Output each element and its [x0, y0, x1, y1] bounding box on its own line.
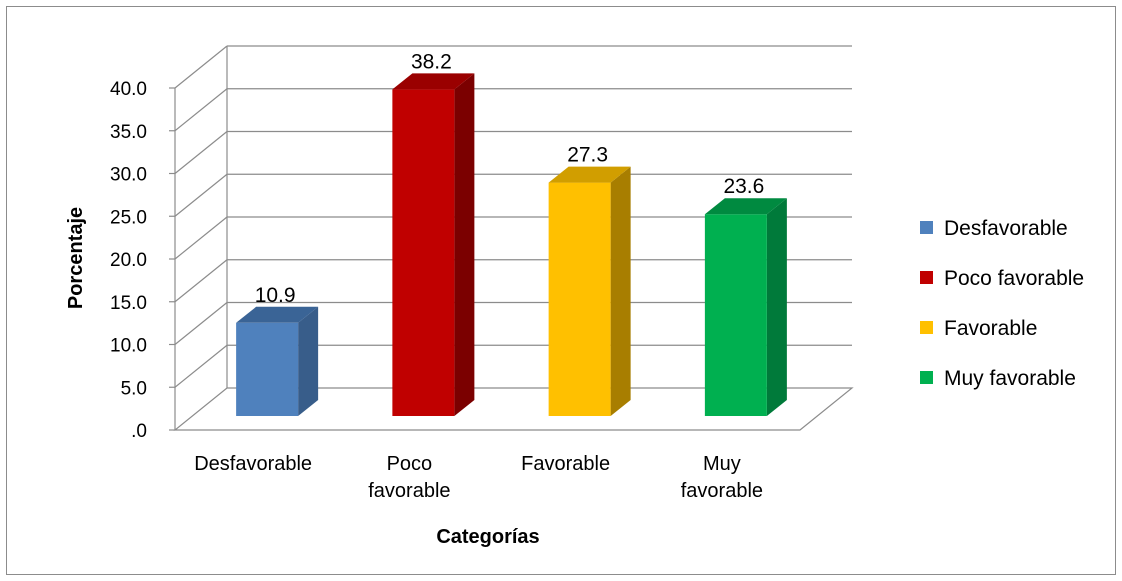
gridline-side	[174, 173, 228, 217]
bar-front	[548, 182, 611, 416]
bar-top	[236, 306, 319, 323]
gridline-side	[174, 131, 228, 174]
x-tick-labels: Desfavorable Poco favorable Favorable Muy fav…	[194, 453, 763, 502]
y-tick-label: 15.0	[110, 293, 147, 314]
bar-3	[548, 166, 631, 416]
x-tick-label: Favorable	[521, 453, 610, 475]
axes	[169, 87, 176, 431]
data-label: 27.3	[567, 144, 608, 167]
gridline-side	[174, 45, 228, 89]
bar-side	[454, 73, 475, 416]
bar-top	[392, 73, 475, 90]
legend-entry: Poco favorable	[944, 267, 1084, 290]
x-tick-label: favorable	[368, 480, 450, 502]
y-tick-labels: .0 5.0 10.0 15.0 20.0 25.0 30.0 35.0 40.0	[110, 79, 147, 442]
bar-front	[236, 322, 299, 416]
y-axis-title: Porcentaje	[65, 207, 87, 309]
y-tick-label: 30.0	[110, 165, 147, 186]
legend-entry: Desfavorable	[944, 217, 1068, 240]
gridline-side	[174, 216, 228, 260]
gridline-side	[174, 259, 228, 303]
data-label: 10.9	[255, 284, 296, 307]
legend-swatch	[920, 271, 933, 284]
y-tick-label: .0	[131, 421, 147, 442]
bar-2	[392, 73, 475, 416]
x-tick-label: Muy	[703, 453, 741, 475]
bar-side	[610, 166, 631, 416]
bar-1	[236, 306, 319, 416]
floor	[173, 387, 854, 431]
y-tick-label: 40.0	[110, 79, 147, 100]
bar-top	[548, 166, 631, 183]
bars	[236, 73, 787, 416]
bar-front	[392, 89, 455, 416]
legend-swatch	[920, 321, 933, 334]
bar-side	[298, 306, 319, 416]
y-tick-label: 25.0	[110, 207, 147, 228]
bar-front	[704, 214, 767, 416]
bar-side	[766, 198, 787, 416]
y-tick-label: 20.0	[110, 250, 147, 271]
y-tick-label: 35.0	[110, 122, 147, 143]
data-label: 23.6	[723, 175, 764, 198]
bar-top	[704, 198, 787, 215]
gridline-side	[174, 88, 228, 132]
data-label: 38.2	[411, 50, 452, 73]
data-labels: 10.9 38.2 27.3 23.6	[255, 50, 765, 306]
x-tick-label: favorable	[681, 480, 763, 502]
legend-swatch	[920, 371, 933, 384]
y-tick-label: 10.0	[110, 336, 147, 357]
legend-entry: Favorable	[944, 317, 1037, 340]
x-tick-label: Poco	[387, 453, 433, 475]
gridline-side	[174, 344, 228, 388]
legend-swatch	[920, 221, 933, 234]
x-axis-title: Categorías	[436, 526, 539, 548]
x-tick-label: Desfavorable	[194, 453, 312, 475]
gridline-side	[174, 302, 228, 345]
y-tick-label: 5.0	[121, 378, 147, 399]
legend-entry: Muy favorable	[944, 367, 1076, 390]
legend: Desfavorable Poco favorable Favorable Muy f…	[920, 217, 1084, 390]
bar-4	[704, 198, 787, 416]
